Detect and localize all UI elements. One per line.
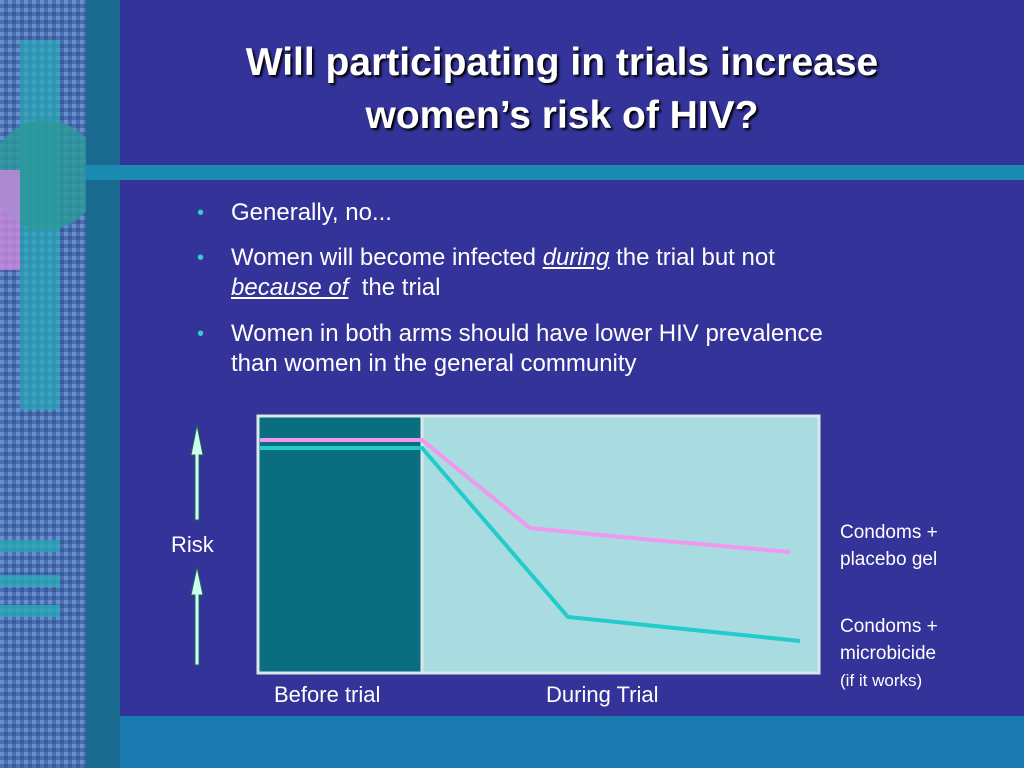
- legend-line: Condoms +: [840, 616, 938, 637]
- legend-line: microbicide: [840, 643, 937, 664]
- microbicide-line: [260, 446, 801, 643]
- legend-entry: Condoms + placebo gel: [840, 519, 938, 573]
- chart-frame: [256, 414, 821, 675]
- emphasis: because of: [231, 274, 349, 301]
- pink-deco: [0, 170, 20, 270]
- legend-line: placebo gel: [840, 549, 938, 570]
- risk-arrows: [190, 424, 204, 666]
- bullet-text: the trial: [361, 274, 441, 301]
- bullet-text: than women in the general community: [231, 350, 637, 377]
- before-region: [258, 416, 422, 673]
- bar-deco: [0, 605, 60, 617]
- emphasis: during: [542, 244, 610, 271]
- bullet-text: Women will become infected: [231, 244, 537, 271]
- circle-deco: [0, 120, 100, 230]
- bar-deco: [0, 540, 60, 552]
- title-line: Will participating in trials increase: [245, 41, 879, 84]
- bullet: • Generally, no...: [197, 199, 392, 226]
- footer-band: [120, 716, 1024, 768]
- placebo-line: [260, 438, 791, 554]
- header-rule: [86, 165, 1024, 180]
- y-label: Risk: [171, 532, 214, 557]
- title-line: women’s risk of HIV?: [365, 94, 759, 137]
- bullet-text: Women in both arms should have lower HIV…: [231, 320, 823, 347]
- bar-deco: [0, 575, 60, 587]
- during-region: [422, 416, 819, 673]
- title: Will participating in trials increase wo…: [120, 36, 1004, 142]
- bullet-text: the trial but not: [616, 244, 775, 271]
- bullet: • Women in both arms should have lower HI…: [197, 320, 823, 377]
- bullet-text: Generally, no...: [231, 199, 392, 226]
- side-band: [86, 0, 120, 768]
- x-label: During Trial: [546, 682, 659, 707]
- bullet: • Women will become infected during the t…: [197, 244, 775, 301]
- x-label: Before trial: [274, 682, 381, 707]
- legend-note: (if it works): [840, 671, 923, 690]
- legend-line: Condoms +: [840, 522, 938, 543]
- legend-entry: Condoms + microbicide (if it works): [840, 613, 938, 694]
